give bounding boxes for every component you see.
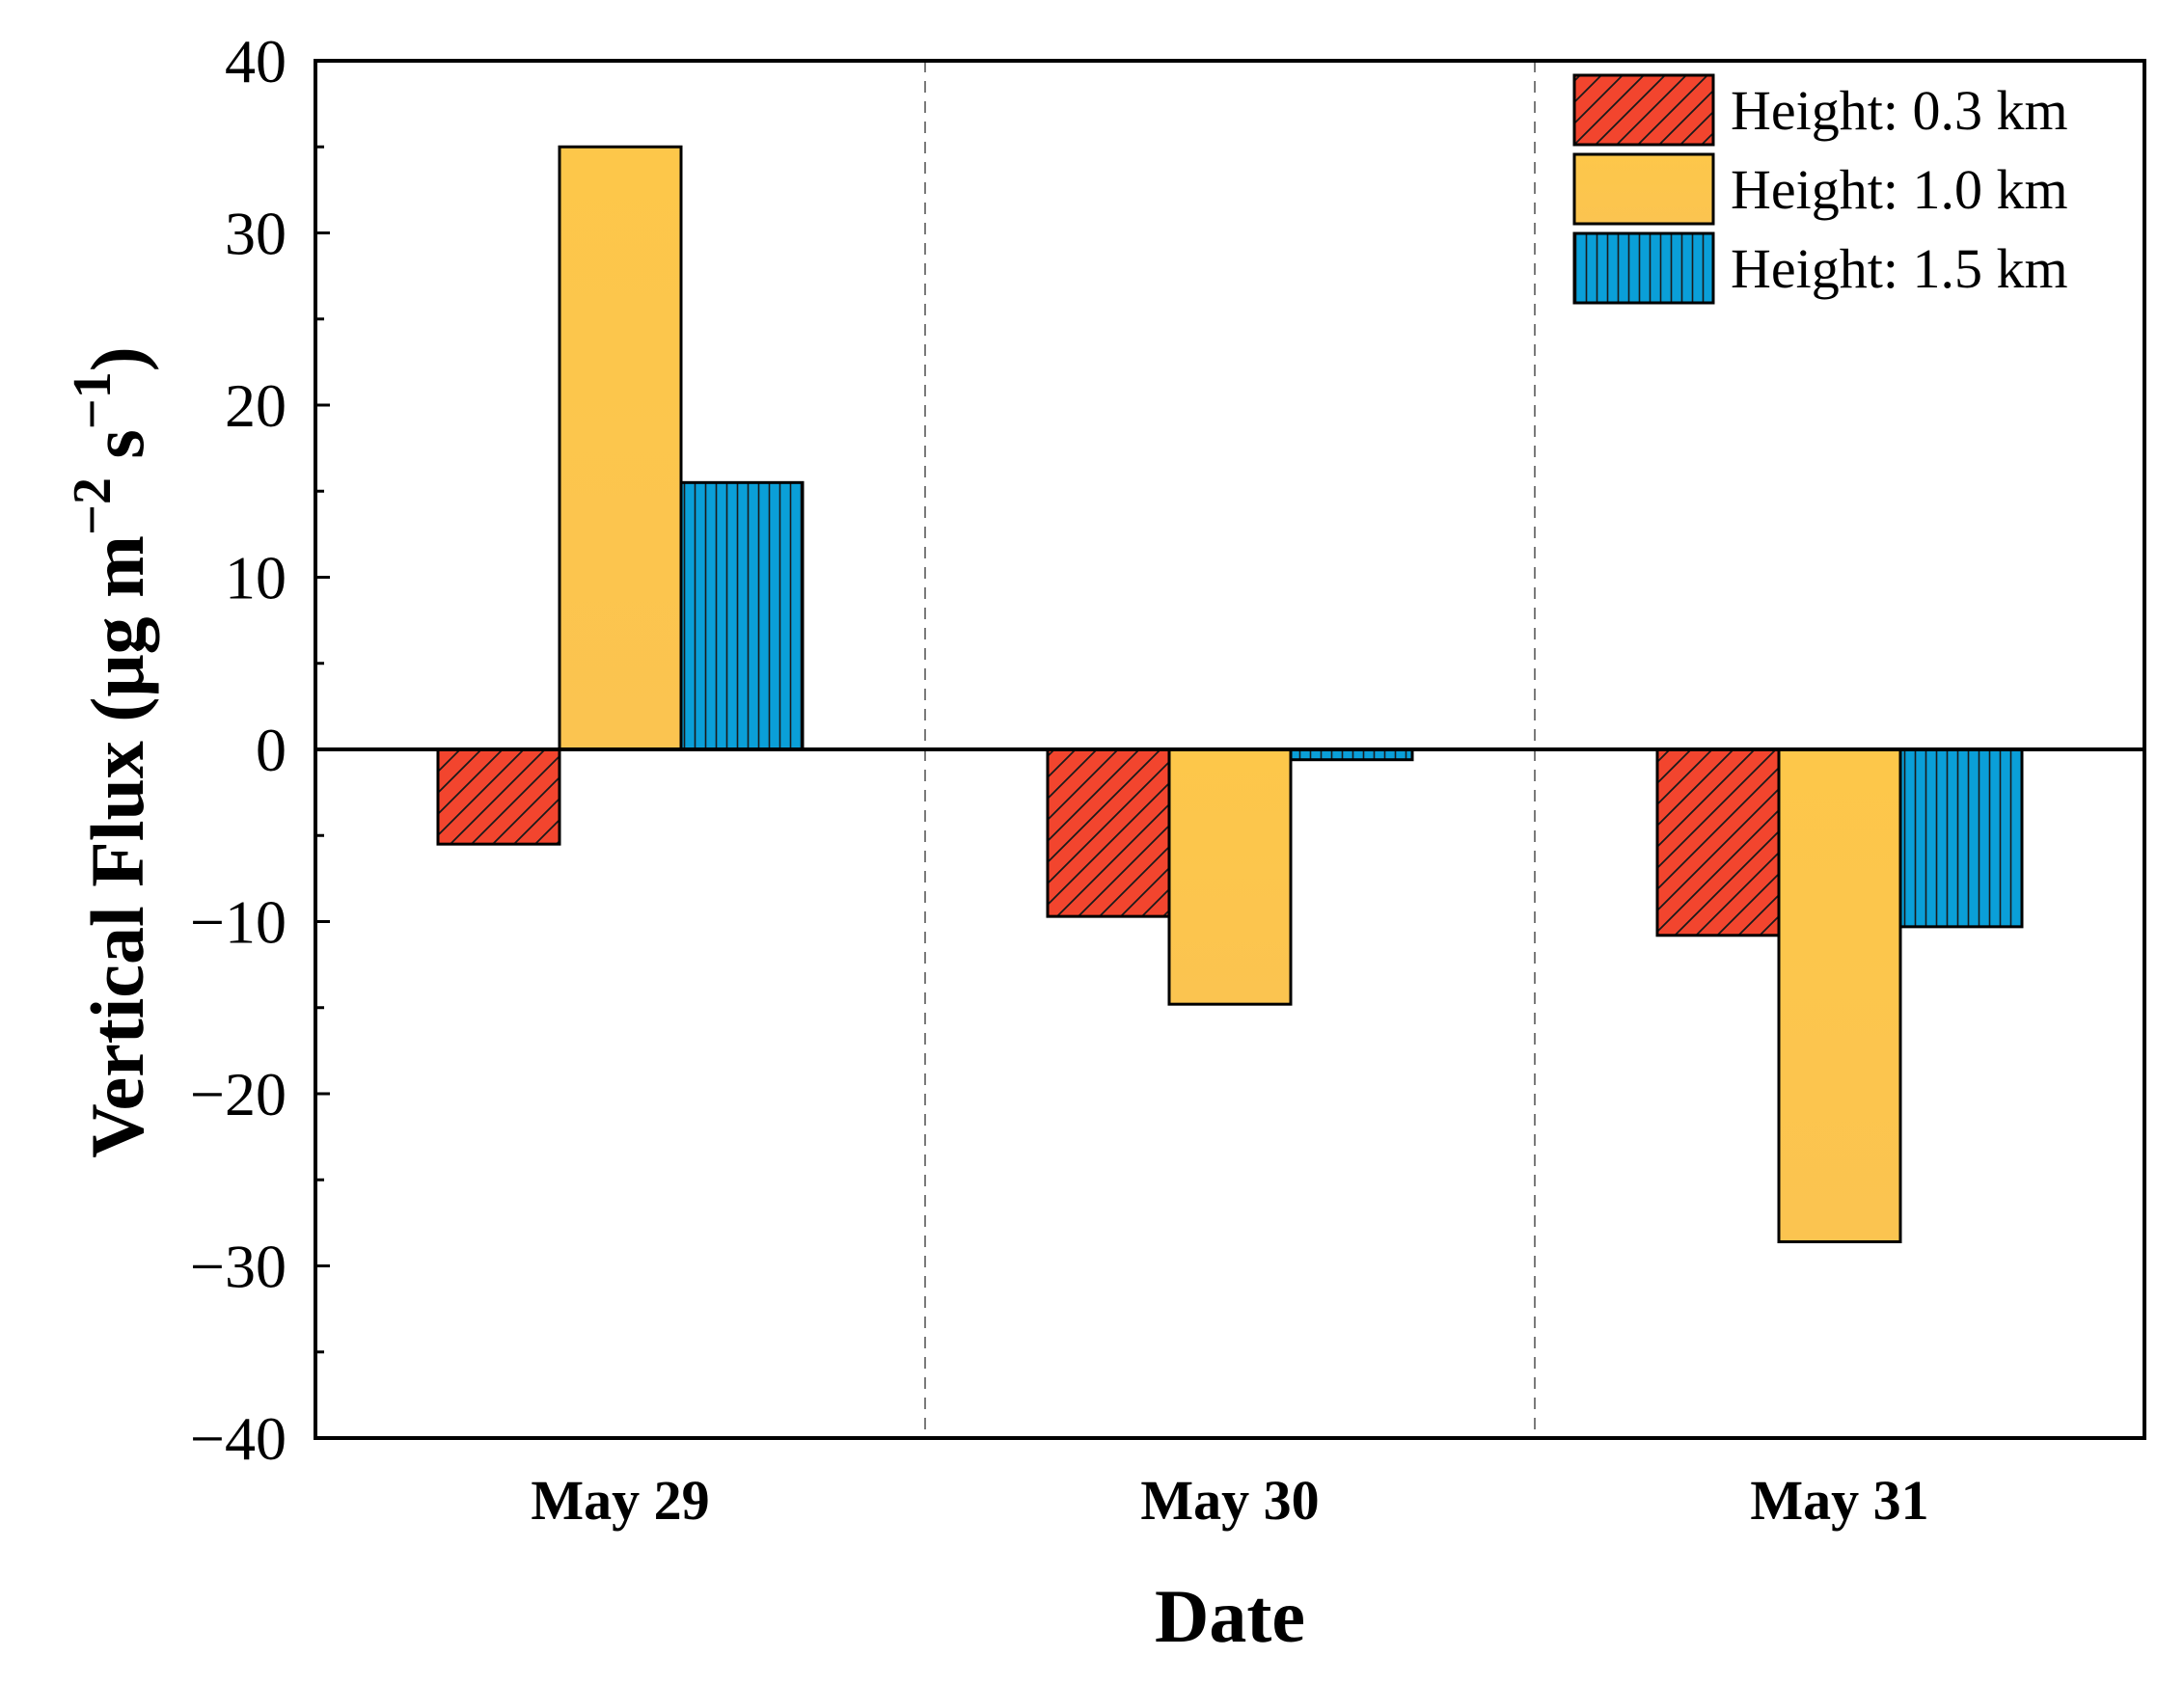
y-tick-label: −10 bbox=[190, 888, 287, 957]
bar-1-2 bbox=[1046, 747, 1171, 918]
legend-swatch-2 bbox=[1572, 152, 1715, 226]
y-tick-label: −40 bbox=[190, 1404, 287, 1473]
bars-group bbox=[436, 145, 2024, 1244]
y-axis-title-end: ) bbox=[75, 346, 159, 371]
y-tick-label: 30 bbox=[225, 200, 287, 268]
x-axis-title: Date bbox=[1155, 1574, 1305, 1658]
legend-swatch-3 bbox=[1572, 231, 1715, 305]
y-axis-title-exponent-2: −1 bbox=[63, 371, 123, 429]
legend-label-3: Height: 1.5 km bbox=[1731, 237, 2068, 300]
legend-label-2: Height: 1.0 km bbox=[1731, 158, 2068, 221]
y-tick-label: 40 bbox=[225, 27, 287, 95]
y-tick-label: 0 bbox=[256, 716, 287, 784]
x-axis-category-labels: May 29 May 30 May 31 bbox=[531, 1469, 1928, 1532]
y-tick-label: −20 bbox=[190, 1060, 287, 1128]
x-tick-label: May 30 bbox=[1140, 1469, 1319, 1532]
legend: Height: 0.3 km Height: 1.0 km Height: 1.5 … bbox=[1572, 73, 2068, 305]
y-tick-label: 20 bbox=[225, 371, 287, 440]
y-tick-label: −30 bbox=[190, 1233, 287, 1301]
y-axis-title: Vertical Flux (μg m−2 s−1) bbox=[63, 346, 159, 1157]
y-axis-title-main: Vertical Flux (μg m bbox=[75, 535, 159, 1158]
y-axis-title-exponent-1: −2 bbox=[63, 477, 123, 535]
y-tick-label: 10 bbox=[225, 544, 287, 612]
bar-2-1 bbox=[558, 145, 683, 751]
bar-1-1 bbox=[436, 747, 561, 846]
x-tick-label: May 29 bbox=[531, 1469, 709, 1532]
legend-swatch-1 bbox=[1572, 73, 1715, 147]
bar-3-1 bbox=[679, 480, 805, 751]
bar-2-3 bbox=[1777, 747, 1902, 1244]
bar-2-2 bbox=[1167, 747, 1293, 1006]
bar-3-3 bbox=[1898, 747, 2024, 929]
y-axis: 40 30 20 10 0 −10 −20 −30 −40 bbox=[190, 27, 330, 1473]
x-tick-label: May 31 bbox=[1750, 1469, 1928, 1532]
bar-1-3 bbox=[1655, 747, 1781, 937]
y-axis-title-mid: s bbox=[75, 429, 159, 477]
legend-label-1: Height: 0.3 km bbox=[1731, 79, 2068, 142]
